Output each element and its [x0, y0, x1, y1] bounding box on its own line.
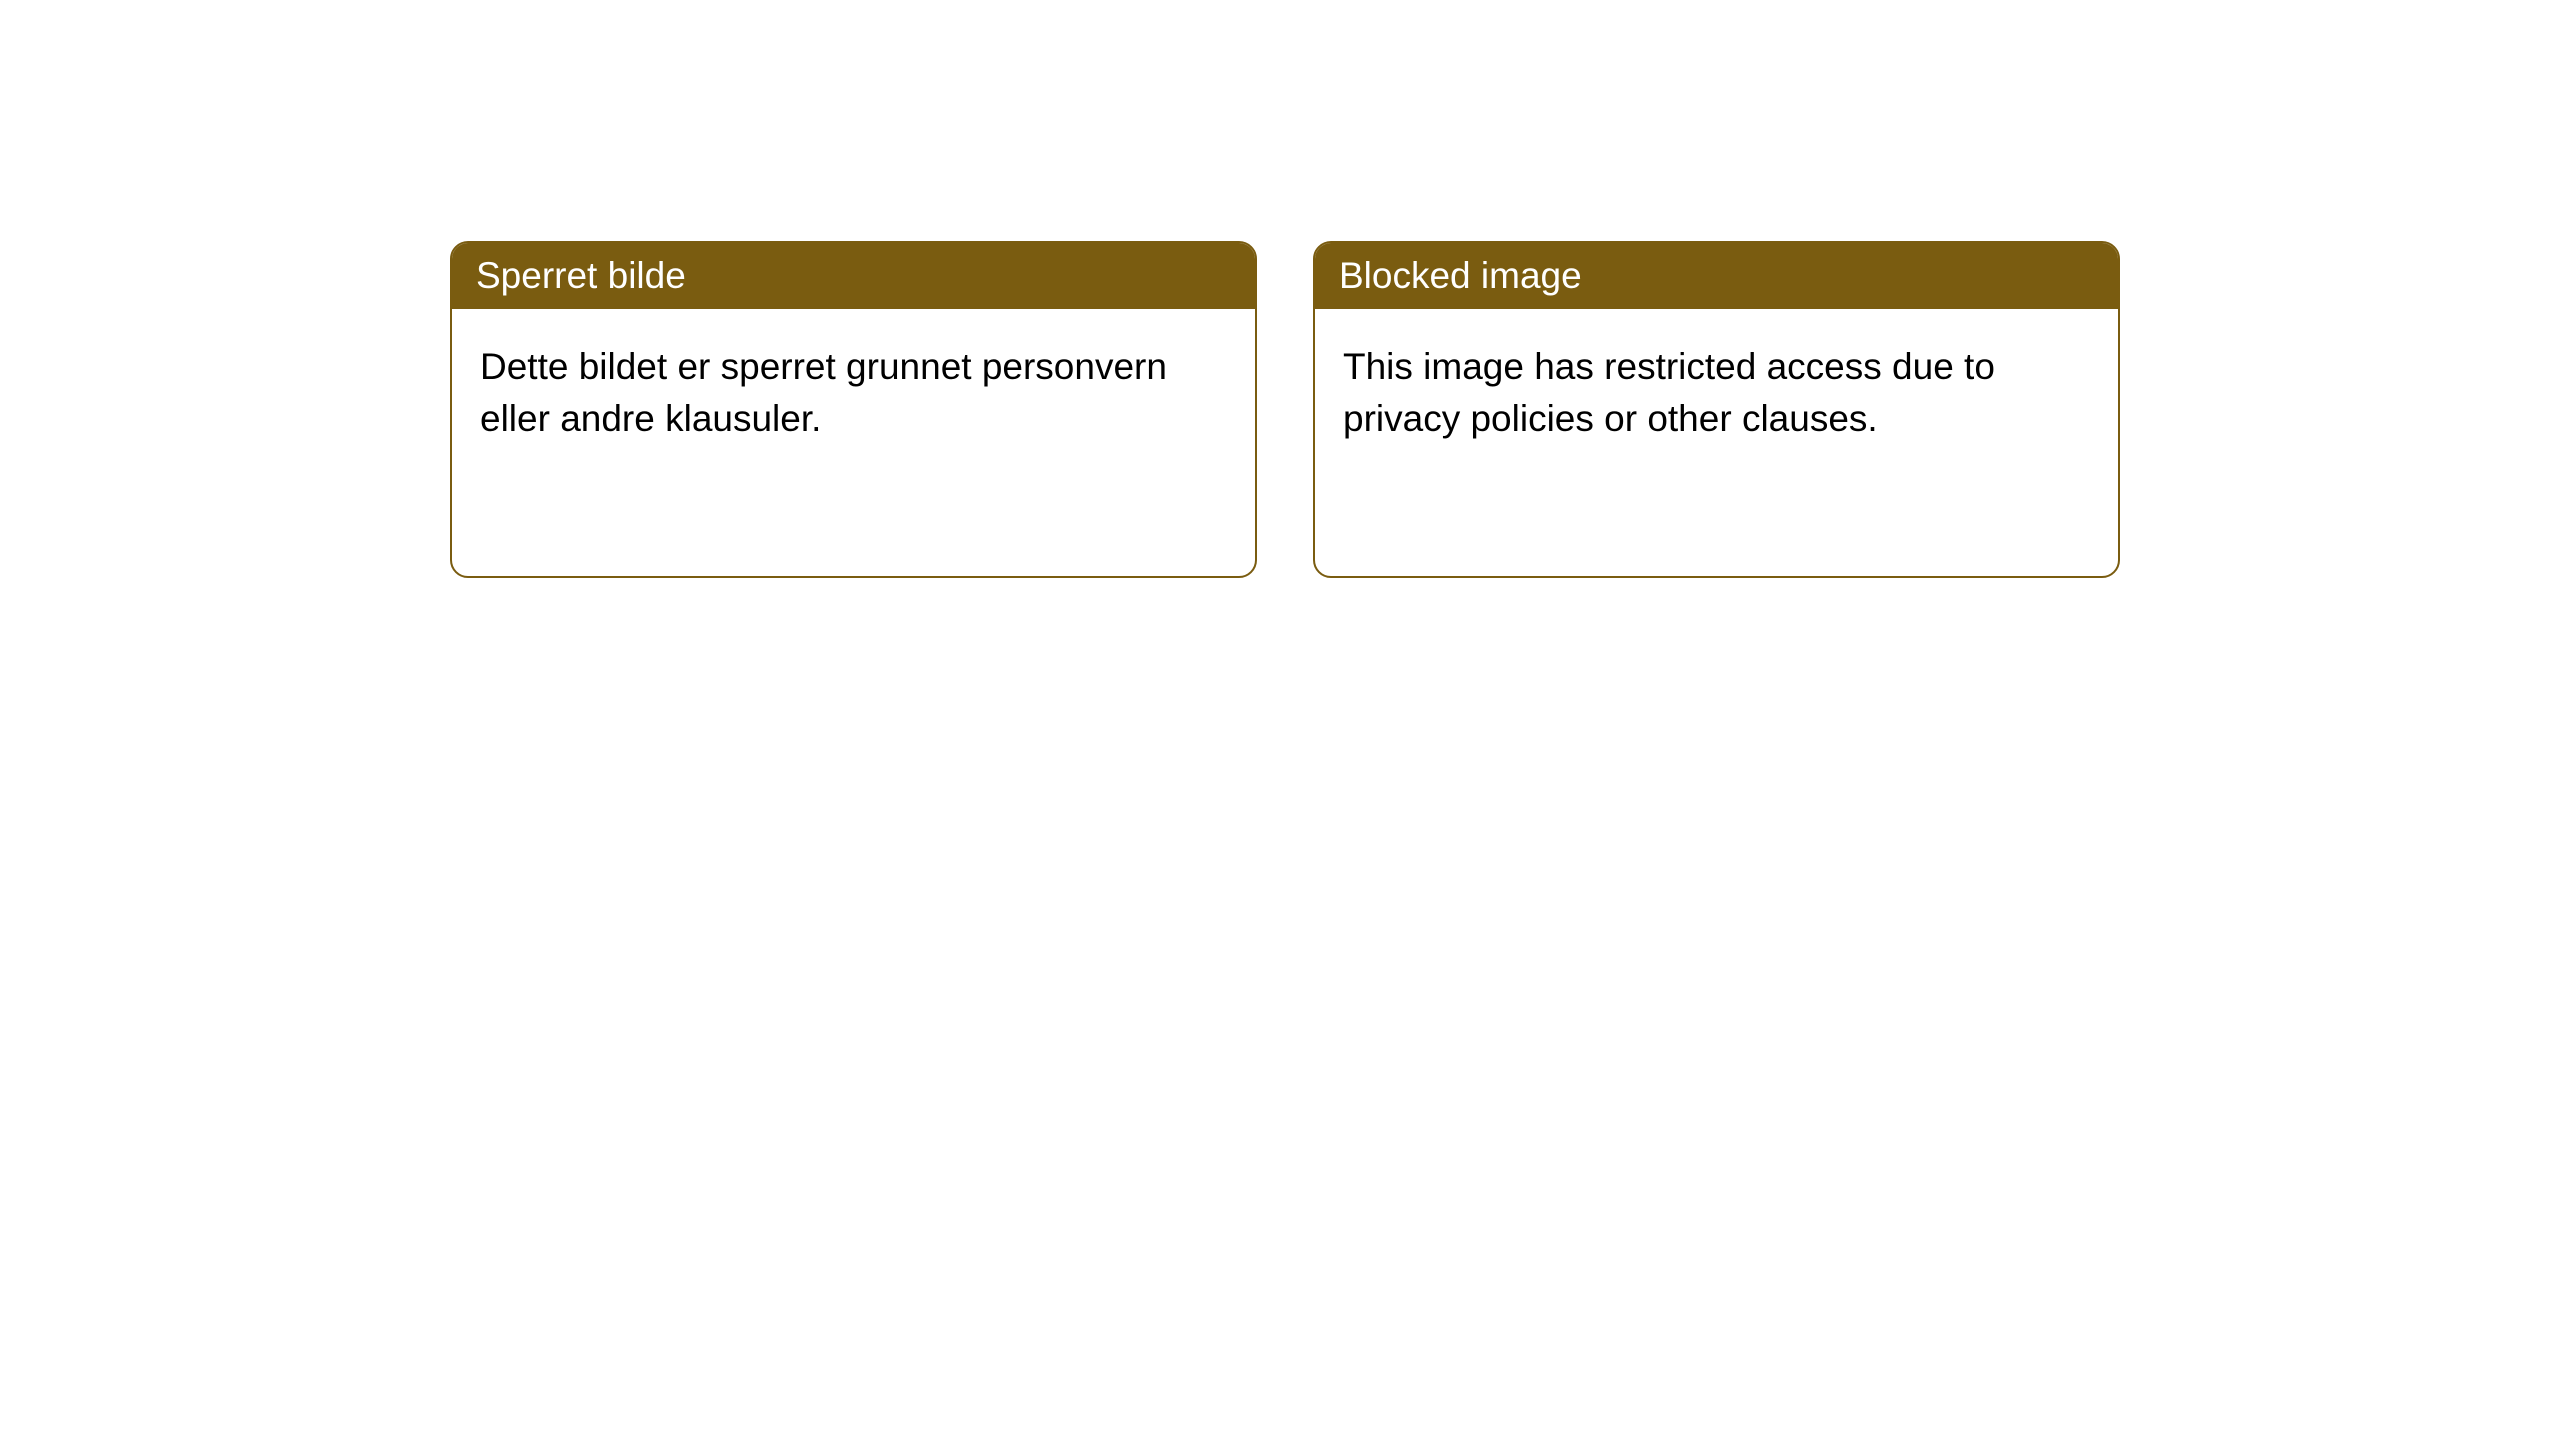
- card-title: Sperret bilde: [476, 255, 686, 296]
- notice-card-norwegian: Sperret bilde Dette bildet er sperret gr…: [450, 241, 1257, 578]
- card-header: Blocked image: [1315, 243, 2118, 309]
- card-body: This image has restricted access due to …: [1315, 309, 2118, 477]
- notice-card-english: Blocked image This image has restricted …: [1313, 241, 2120, 578]
- card-body: Dette bildet er sperret grunnet personve…: [452, 309, 1255, 477]
- card-header: Sperret bilde: [452, 243, 1255, 309]
- notice-cards-container: Sperret bilde Dette bildet er sperret gr…: [450, 241, 2120, 578]
- card-message: This image has restricted access due to …: [1343, 346, 1995, 439]
- card-message: Dette bildet er sperret grunnet personve…: [480, 346, 1167, 439]
- card-title: Blocked image: [1339, 255, 1582, 296]
